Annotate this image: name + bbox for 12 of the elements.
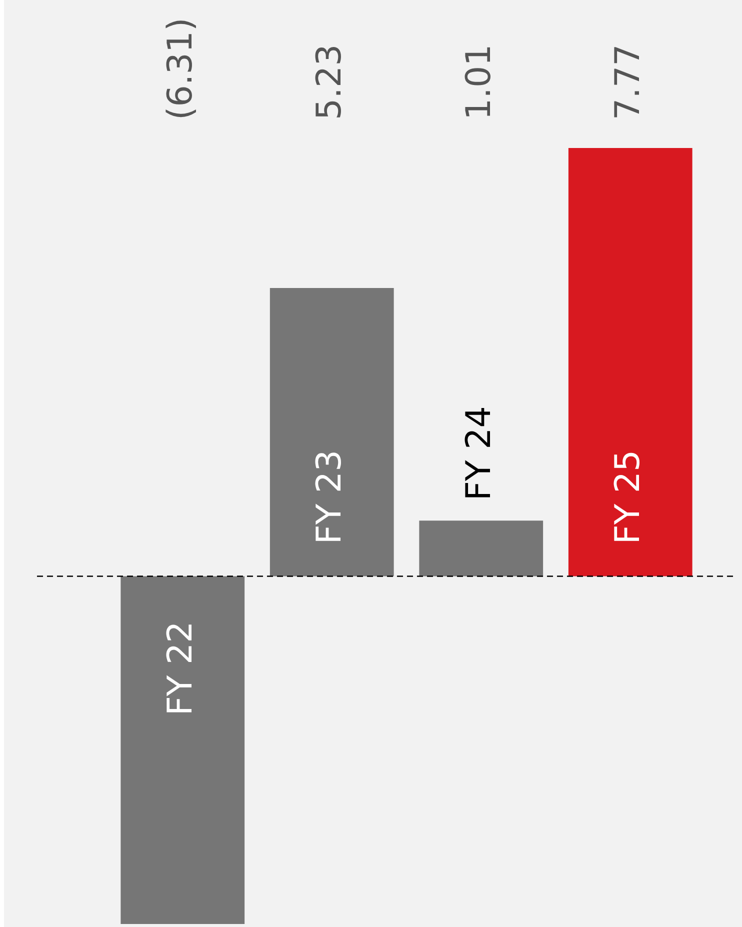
data-label: 7.77 [608,44,648,120]
x-tick-label: FY 23 [310,450,350,544]
bar [270,288,394,576]
x-tick-label: FY 25 [608,450,648,544]
bar [568,148,692,576]
x-tick-label: FY 24 [458,406,499,501]
bar [120,576,245,924]
data-label: (6.31) [160,18,200,120]
data-label: 1.01 [458,44,499,120]
x-tick-label: FY 22 [160,621,200,716]
data-label: 5.23 [310,44,350,120]
bar [419,520,544,576]
